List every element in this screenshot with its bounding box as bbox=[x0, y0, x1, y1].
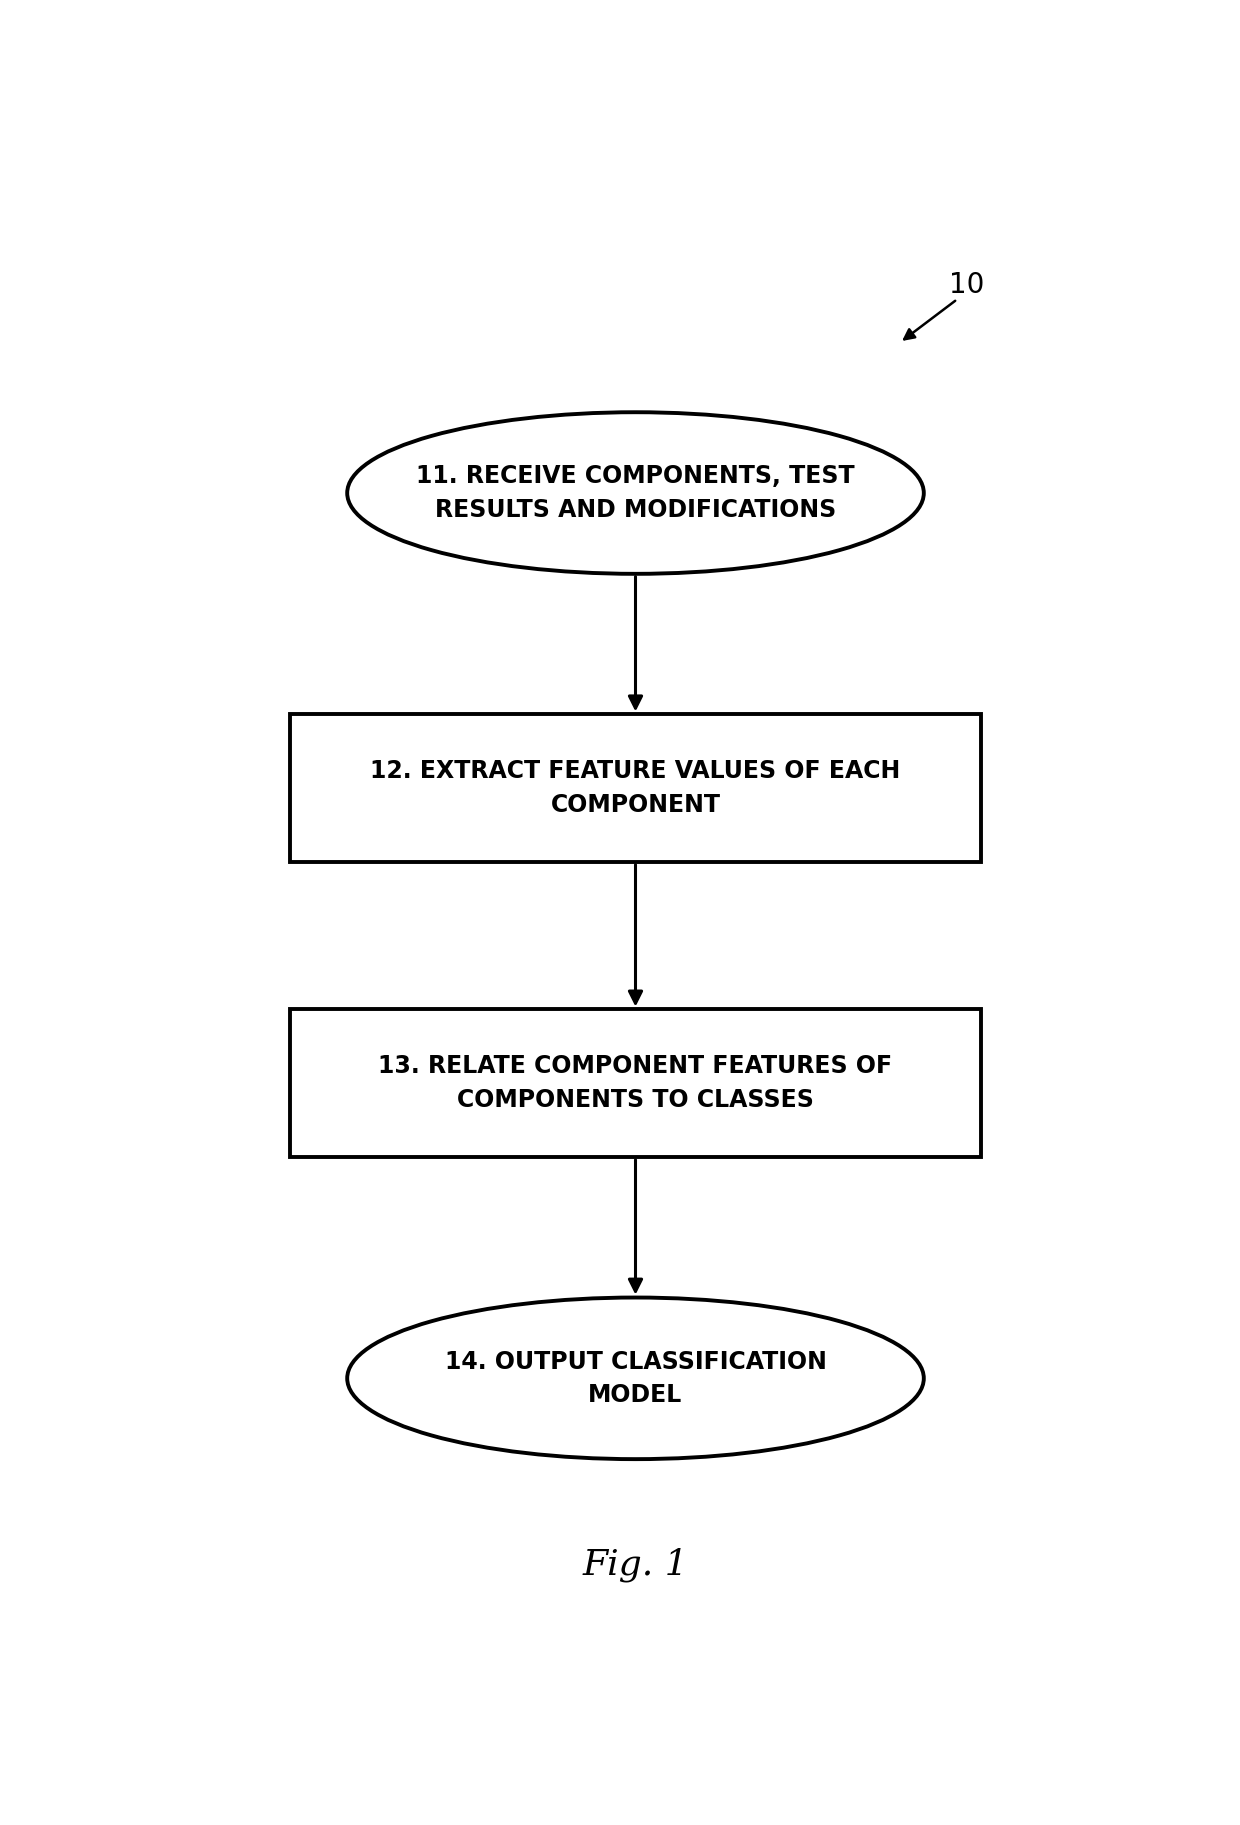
Text: 11. RECEIVE COMPONENTS, TEST
RESULTS AND MODIFICATIONS: 11. RECEIVE COMPONENTS, TEST RESULTS AND… bbox=[417, 464, 854, 522]
Text: 14. OUTPUT CLASSIFICATION
MODEL: 14. OUTPUT CLASSIFICATION MODEL bbox=[445, 1349, 826, 1407]
Text: 10: 10 bbox=[950, 272, 985, 299]
Text: 13. RELATE COMPONENT FEATURES OF
COMPONENTS TO CLASSES: 13. RELATE COMPONENT FEATURES OF COMPONE… bbox=[378, 1055, 893, 1111]
Bar bbox=[290, 1009, 982, 1157]
Text: Fig. 1: Fig. 1 bbox=[583, 1548, 688, 1582]
Bar bbox=[290, 714, 982, 861]
Text: 12. EXTRACT FEATURE VALUES OF EACH
COMPONENT: 12. EXTRACT FEATURE VALUES OF EACH COMPO… bbox=[371, 759, 900, 818]
